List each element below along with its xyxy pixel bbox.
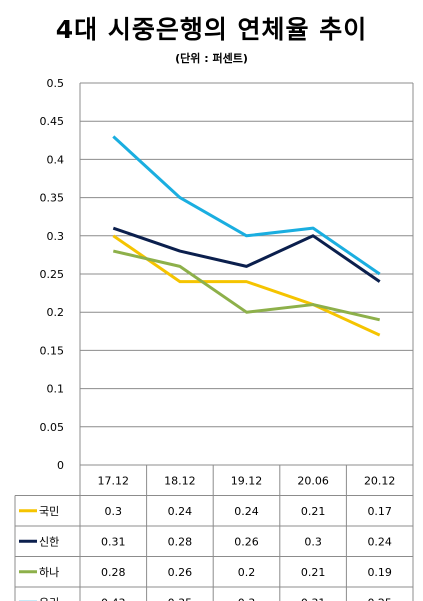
y-tick-label: 0.5: [47, 77, 65, 90]
y-tick-label: 0.1: [47, 383, 65, 396]
series-line: [112, 226, 381, 283]
data-label: 0.35: [168, 596, 193, 601]
y-tick-label: 0: [57, 459, 64, 472]
data-label: 0.43: [101, 596, 126, 601]
y-tick-label: 0.05: [40, 421, 65, 434]
y-tick-label: 0.2: [47, 306, 65, 319]
chart-subtitle: (단위 : 퍼센트): [175, 52, 248, 65]
data-label: 0.28: [101, 566, 126, 579]
data-label: 0.31: [101, 535, 126, 548]
series-lines: [112, 135, 381, 337]
data-label: 0.3: [105, 505, 123, 518]
data-label: 0.21: [301, 566, 326, 579]
data-label: 0.19: [367, 566, 392, 579]
data-label: 0.28: [168, 535, 193, 548]
data-label: 0.26: [234, 535, 259, 548]
y-tick-label: 0.35: [40, 192, 65, 205]
x-tick-label: 20.06: [297, 474, 329, 487]
legend-label: 국민: [39, 505, 59, 518]
x-tick-label: 17.12: [98, 474, 130, 487]
data-label: 0.24: [168, 505, 193, 518]
data-label: 0.3: [304, 535, 322, 548]
data-label: 0.26: [168, 566, 193, 579]
data-label: 0.24: [234, 505, 259, 518]
chart-title: 4대 시중은행의 연체율 추이: [55, 15, 368, 44]
y-tick-label: 0.45: [40, 115, 65, 128]
y-tick-label: 0.4: [47, 153, 65, 166]
data-label: 0.2: [238, 566, 256, 579]
x-tick-label: 20.12: [364, 474, 396, 487]
legend-label: 하나: [39, 565, 59, 579]
series-line: [112, 249, 381, 322]
data-label: 0.25: [367, 596, 392, 601]
data-label: 0.31: [301, 596, 326, 601]
legend-label: 우리: [39, 596, 59, 601]
y-tick-label: 0.3: [47, 230, 65, 243]
data-label: 0.17: [367, 505, 392, 518]
legend-label: 신한: [39, 535, 59, 548]
data-table: 17.12 18.12 19.12 20.06 20.12 국민 0.3 0.24 0.24 0.…: [14, 464, 414, 601]
y-tick-label: 0.15: [40, 344, 65, 357]
y-tick-label: 0.25: [40, 268, 65, 281]
data-label: 0.24: [367, 535, 392, 548]
y-axis: 0 0.05 0.1 0.15 0.2 0.25 0.3 0.35 0.4 0.45 0.5: [40, 77, 65, 472]
x-tick-label: 18.12: [164, 474, 196, 487]
grid-lines: [79, 82, 414, 465]
series-line: [112, 135, 381, 276]
data-label: 0.21: [301, 505, 326, 518]
x-tick-label: 19.12: [231, 474, 263, 487]
series-line: [112, 234, 381, 337]
data-label: 0.3: [238, 596, 256, 601]
